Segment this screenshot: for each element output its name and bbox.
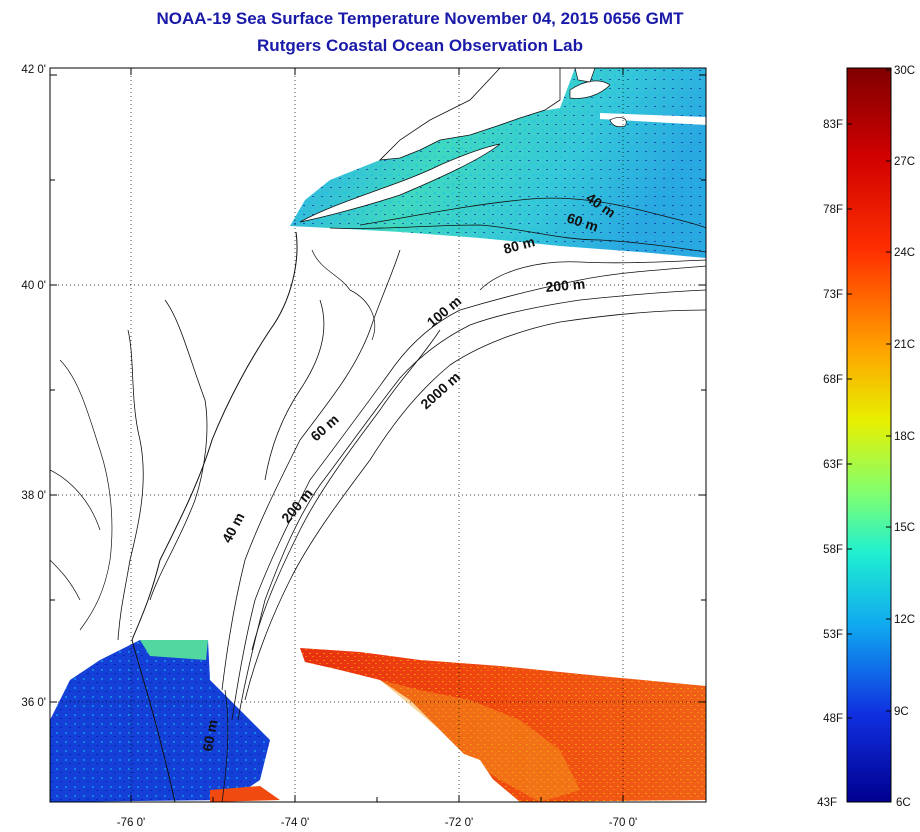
lon-label-72: -72 0' [445,817,473,829]
graticule [50,68,706,802]
bathymetry-contours [221,197,706,721]
cb-label-9c: 9C [894,706,909,718]
lat-label-38: 38 0' [21,490,46,502]
cb-label-53f: 53F [823,629,843,641]
colorbar-ticks [847,69,891,719]
colorbar [846,67,892,803]
contour-label-60m-nc: 60 m [199,718,220,752]
cb-label-58f: 58F [823,544,843,556]
lat-label-36: 36 0' [21,697,46,709]
contour-label-80m: 80 m [502,233,537,257]
cb-label-78f: 78F [823,204,843,216]
contour-label-100m: 100 m [424,293,465,331]
lat-label-40: 40 0' [21,280,46,292]
long-island [299,143,501,223]
cb-label-24c: 24C [894,247,915,259]
cb-label-18c: 18C [894,431,915,443]
cb-label-73f: 73F [823,289,843,301]
map-subtitle: Rutgers Coastal Ocean Observation Lab [257,36,583,55]
lat-label-42: 42 0' [21,64,46,76]
longitude-labels: -76 0' -74 0' -72 0' -70 0' [117,817,637,829]
lon-label-70: -70 0' [609,817,637,829]
cb-label-43f: 43F [817,797,837,809]
cb-label-83f: 83F [823,119,843,131]
cb-label-68f: 68F [823,374,843,386]
cb-label-48f: 48F [823,713,843,725]
map-title: NOAA-19 Sea Surface Temperature November… [156,9,684,28]
cb-label-6c: 6C [896,797,911,809]
colorbar-celsius-labels: 30C 27C 24C 21C 18C 15C 12C 9C 6C [894,65,915,809]
colorbar-fahrenheit-labels: 83F 78F 73F 68F 63F 58F 53F 48F 43F [817,119,843,809]
contour-label-200m-south: 200 m [278,485,316,526]
delmarva-coast [131,231,298,641]
contour-label-200m: 200 m [545,276,586,295]
contour-label-40m-south: 40 m [219,510,248,546]
cb-label-30c: 30C [894,65,915,77]
axis-ticks [50,68,706,802]
lon-label-74: -74 0' [281,817,309,829]
map-frame [49,67,707,803]
cb-label-15c: 15C [894,522,915,534]
cb-label-21c: 21C [894,339,915,351]
cb-label-27c: 27C [894,156,915,168]
cb-label-63f: 63F [823,459,843,471]
contour-label-60m-south: 60 m [307,411,341,444]
lon-label-76: -76 0' [117,817,145,829]
latitude-labels: 42 0' 40 0' 38 0' 36 0' [21,64,46,709]
contour-label-2000m: 2000 m [417,369,463,413]
cb-label-12c: 12C [894,614,915,626]
